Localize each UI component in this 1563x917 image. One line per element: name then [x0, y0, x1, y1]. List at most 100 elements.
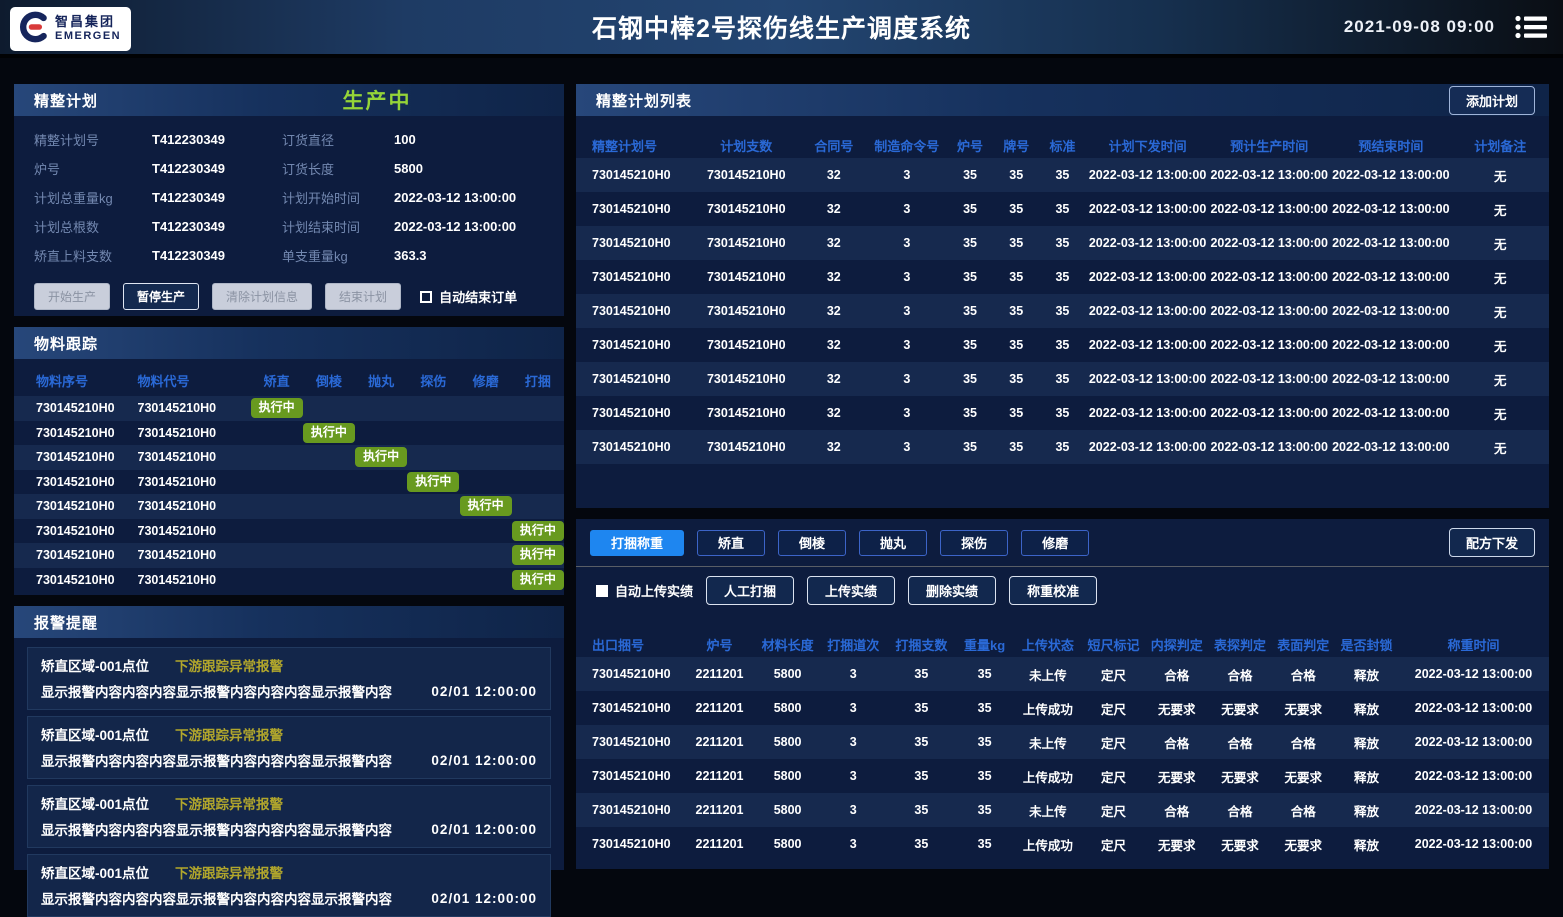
bundle-row[interactable]: 730145210H0 2211201 5800 3 35 35 未上传 定尺 合格 合格 合格 释放…: [576, 793, 1549, 827]
bundle-row[interactable]: 730145210H0 2211201 5800 3 35 35 未上传 定尺 合格 合格 合格 释放…: [576, 725, 1549, 759]
plan-list-cell: 3: [903, 440, 911, 454]
plan-list-cell: 35: [963, 168, 977, 182]
material-seq: 730145210H0: [36, 450, 115, 465]
tracking-row[interactable]: 730145210H0 730145210H0 执行中: [14, 396, 564, 421]
plan-list-cell: 35: [1009, 372, 1024, 386]
process-tab[interactable]: 探伤: [940, 529, 1009, 556]
plan-action-button[interactable]: 暂停生产: [123, 283, 200, 310]
bundle-row[interactable]: 730145210H0 2211201 5800 3 35 35 上传成功 定尺 无要求 无要求 无…: [576, 759, 1549, 793]
alarm-item[interactable]: 矫直区域-001点位 下游跟踪异常报警 显示报警内容内容内容显示报警内容内容内容显示…: [27, 716, 551, 779]
app-header: 智昌集团 EMERGEN 石钢中棒2号探伤线生产调度系统 2021-09-08 …: [0, 0, 1563, 58]
plan-list-row[interactable]: 730145210H0 730145210H0 32 3 35 35 35 2022-03-1…: [576, 328, 1549, 362]
bundle-cell: 35: [977, 701, 992, 715]
alarm-line1: 矫直区域-001点位 下游跟踪异常报警: [41, 793, 537, 813]
bundle-cell: 730145210H0: [592, 701, 671, 715]
process-tab[interactable]: 修磨: [1021, 529, 1090, 556]
bundle-column-header: 表探判定: [1214, 637, 1267, 653]
company-logo: 智昌集团 EMERGEN: [10, 7, 132, 51]
process-action-button[interactable]: 删除实绩: [908, 576, 997, 605]
process-action-button[interactable]: 上传实绩: [807, 576, 896, 605]
plan-list-row[interactable]: 730145210H0 730145210H0 32 3 35 35 35 2022-03-1…: [576, 362, 1549, 396]
bundle-column-header: 打捆支数: [895, 637, 948, 653]
tracking-row[interactable]: 730145210H0 730145210H0 执行中: [14, 568, 564, 593]
material-tracking-panel: 物料跟踪 物料序号 物料代号 矫直 倒棱 抛丸 探伤 修磨 打捆 730145210H0 730…: [14, 327, 564, 595]
bundle-row[interactable]: 730145210H0 2211201 5800 3 35 35 未上传 定尺 合格 合格 合格 释放…: [576, 657, 1549, 691]
alarm-panel-header: 报警提醒: [14, 606, 564, 638]
alarm-item[interactable]: 矫直区域-001点位 下游跟踪异常报警 显示报警内容内容内容显示报警内容内容内容显示…: [27, 854, 551, 917]
bundle-cell: 35: [977, 837, 992, 851]
bundle-cell: 730145210H0: [592, 769, 671, 783]
plan-list-cell: 35: [1055, 236, 1070, 250]
plan-action-button[interactable]: 开始生产: [34, 283, 111, 310]
plan-list-cell: 2022-03-12 13:00:00: [1332, 202, 1450, 216]
bundle-column-header: 是否封锁: [1340, 637, 1393, 653]
alarm-item[interactable]: 矫直区域-001点位 下游跟踪异常报警 显示报警内容内容内容显示报警内容内容内容显示…: [27, 785, 551, 848]
tracking-row[interactable]: 730145210H0 730145210H0 执行中: [14, 494, 564, 519]
plan-list-panel-header: 精整计划列表 添加计划: [576, 84, 1549, 116]
tracking-row[interactable]: 730145210H0 730145210H0 执行中: [14, 421, 564, 446]
plan-list-cell: 3: [903, 372, 911, 386]
menu-list-icon[interactable]: [1515, 14, 1547, 40]
plan-list-cell: 730145210H0: [706, 202, 786, 216]
executing-badge: 执行中: [511, 569, 564, 590]
material-seq: 730145210H0: [36, 474, 115, 489]
material-code: 730145210H0: [137, 425, 217, 440]
plan-list-cell: 32: [826, 168, 841, 182]
plan-list-row[interactable]: 730145210H0 730145210H0 32 3 35 35 35 2022-03-1…: [576, 396, 1549, 430]
alarm-item[interactable]: 矫直区域-001点位 下游跟踪异常报警 显示报警内容内容内容显示报警内容内容内容显示…: [27, 647, 551, 710]
recipe-send-button[interactable]: 配方下发: [1448, 528, 1535, 557]
plan-list-cell: 35: [1009, 270, 1024, 284]
plan-fields: 精整计划号 T412230349 订货直径 100 炉号 T412230349 订货长度 58…: [14, 116, 564, 270]
bundle-row[interactable]: 730145210H0 2211201 5800 3 35 35 上传成功 定尺 无要求 无要求 无…: [576, 827, 1549, 861]
bundle-column-header: 打捆道次: [827, 637, 880, 653]
tracking-row[interactable]: 730145210H0 730145210H0 执行中: [14, 445, 564, 470]
bundle-column-header: 出口捆号: [592, 637, 645, 653]
process-action-button[interactable]: 称重校准: [1009, 576, 1098, 605]
auto-finish-checkbox[interactable]: [420, 290, 433, 303]
plan-list-row[interactable]: 730145210H0 730145210H0 32 3 35 35 35 2022-03-1…: [576, 158, 1549, 192]
alarm-line1: 矫直区域-001点位 下游跟踪异常报警: [41, 862, 537, 882]
plan-list-row[interactable]: 730145210H0 730145210H0 32 3 35 35 35 2022-03-1…: [576, 226, 1549, 260]
material-tracking-panel-header: 物料跟踪: [14, 327, 564, 359]
plan-list-cell: 2022-03-12 13:00:00: [1210, 270, 1328, 284]
tracking-row[interactable]: 730145210H0 730145210H0 执行中: [14, 519, 564, 544]
field-label: 计划总根数: [34, 220, 100, 235]
process-tab[interactable]: 矫直: [697, 529, 766, 556]
plan-list-cell: 730145210H0: [706, 338, 786, 352]
plan-list-row[interactable]: 730145210H0 730145210H0 32 3 35 35 35 2022-03-1…: [576, 430, 1549, 464]
auto-upload-checkbox[interactable]: [596, 584, 608, 597]
bundle-cell: 35: [977, 769, 992, 783]
process-tab[interactable]: 倒棱: [778, 529, 847, 556]
tracking-row[interactable]: 730145210H0 730145210H0 执行中: [14, 543, 564, 568]
field-value: T412230349: [152, 248, 226, 263]
process-tab[interactable]: 打捆称重: [590, 529, 685, 556]
process-tab[interactable]: 抛丸: [859, 529, 928, 556]
plan-list-row[interactable]: 730145210H0 730145210H0 32 3 35 35 35 2022-03-1…: [576, 294, 1549, 328]
plan-list-header-row: 精整计划号 计划支数 合同号 制造命令号 炉号 牌号 标准 计划下发时间 预计生产时间 预结束时间…: [576, 132, 1549, 158]
material-code: 730145210H0: [137, 499, 217, 514]
plan-list-cell: 2022-03-12 13:00:00: [1210, 168, 1328, 182]
auto-upload-label: 自动上传实绩: [615, 584, 694, 599]
plan-list-cell: 无: [1494, 271, 1507, 286]
plan-list-column-header: 炉号: [957, 138, 984, 154]
plan-action-button[interactable]: 清除计划信息: [212, 283, 313, 310]
plan-action-button[interactable]: 结束计划: [325, 283, 402, 310]
plan-list-row[interactable]: 730145210H0 730145210H0 32 3 35 35 35 2022-03-1…: [576, 260, 1549, 294]
bundle-cell: 2022-03-12 13:00:00: [1414, 837, 1533, 851]
bundle-row[interactable]: 730145210H0 2211201 5800 3 35 35 上传成功 定尺 无要求 无要求 无…: [576, 691, 1549, 725]
plan-list-rows: 730145210H0 730145210H0 32 3 35 35 35 2022-03-1…: [576, 158, 1549, 464]
bundle-cell: 2022-03-12 13:00:00: [1414, 701, 1533, 715]
plan-list-cell: 2022-03-12 13:00:00: [1332, 236, 1450, 250]
bundle-cell: 无要求: [1221, 702, 1259, 717]
add-plan-button[interactable]: 添加计划: [1448, 85, 1535, 115]
bundle-cell: 无要求: [1221, 770, 1259, 785]
plan-list-cell: 3: [903, 406, 911, 420]
tracking-row[interactable]: 730145210H0 730145210H0 执行中: [14, 470, 564, 495]
plan-list-cell: 35: [1055, 372, 1070, 386]
plan-list-row[interactable]: 730145210H0 730145210H0 32 3 35 35 35 2022-03-1…: [576, 192, 1549, 226]
plan-list-cell: 2022-03-12 13:00:00: [1332, 168, 1450, 182]
right-column: 精整计划列表 添加计划 精整计划号 计划支数 合同号 制造命令号 炉号 牌号 标准 计划下发时…: [576, 84, 1549, 870]
material-seq: 730145210H0: [36, 401, 115, 416]
process-action-button[interactable]: 人工打捆: [706, 576, 795, 605]
bundle-cell: 合格: [1290, 804, 1316, 819]
